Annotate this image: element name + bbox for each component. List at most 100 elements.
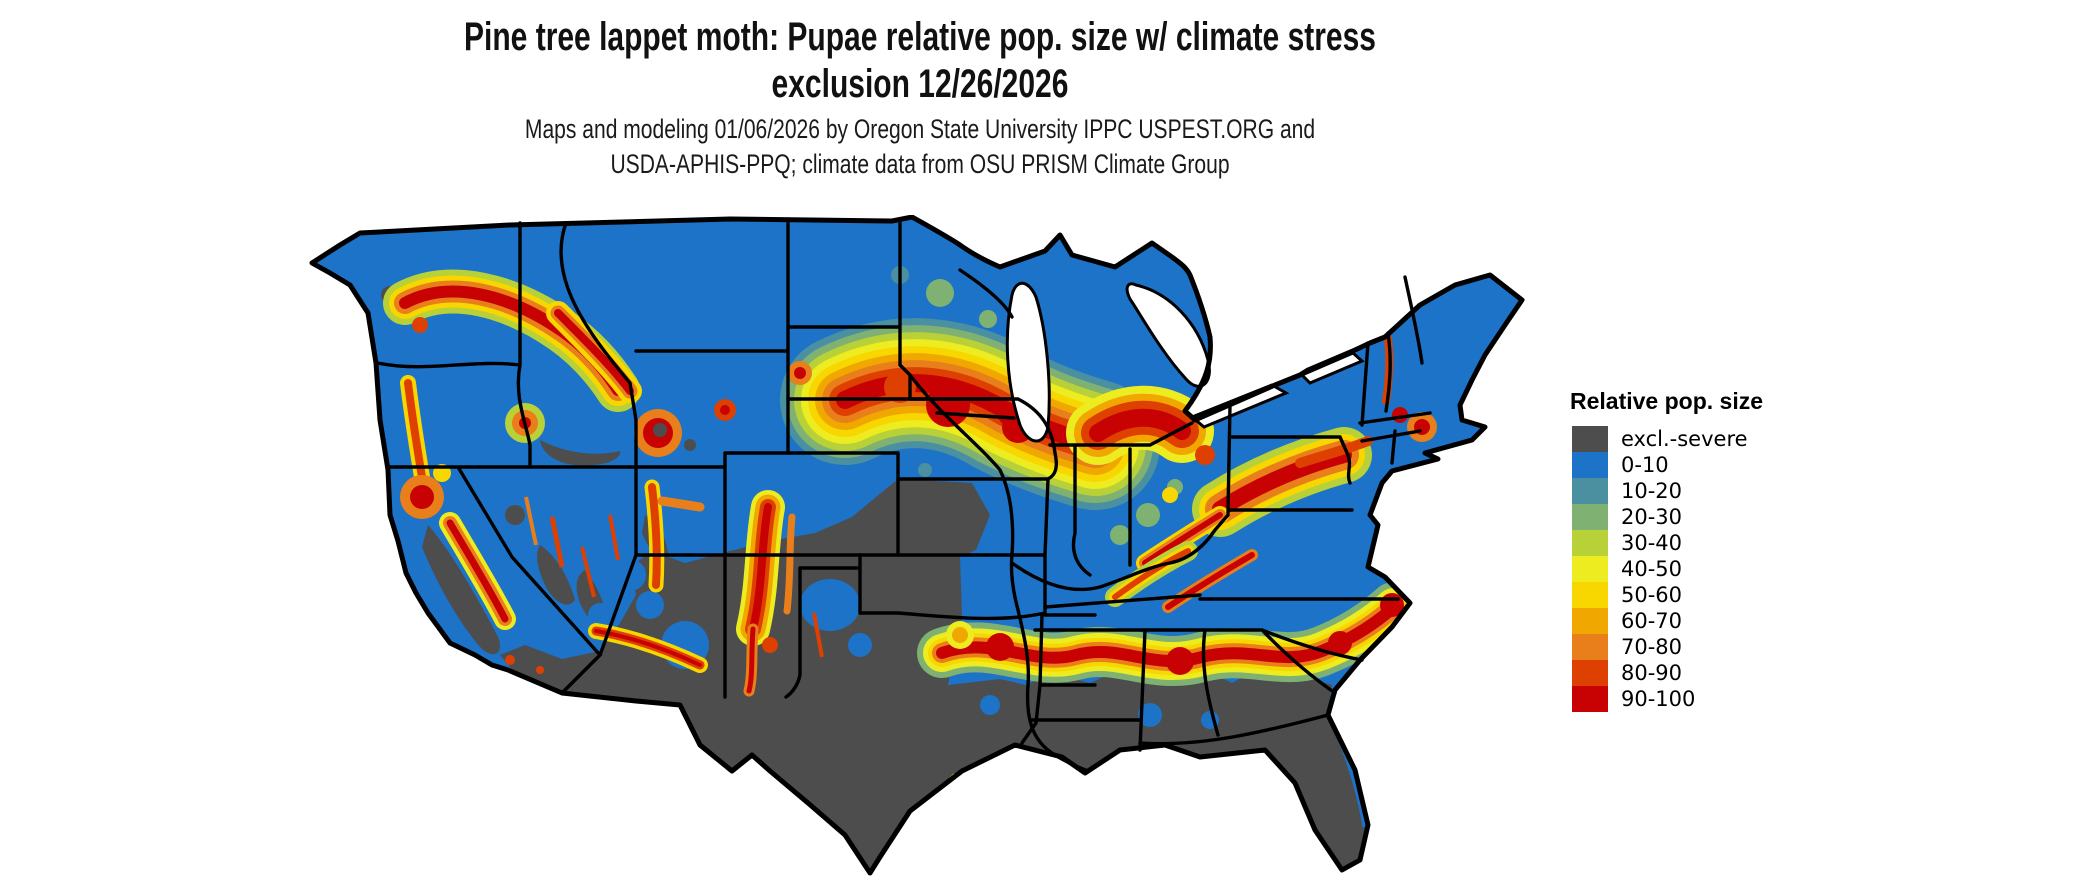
legend-label: 10-20 [1621, 479, 1683, 503]
map-raster-patch [980, 695, 1000, 715]
map-raster-patch [1162, 487, 1178, 503]
map-raster-patch [800, 579, 860, 631]
map-raster-patch [537, 545, 575, 605]
legend-item: 10-20 [1572, 478, 1763, 504]
exclusion-region-southeast [948, 665, 1368, 870]
map-subtitle-line-2: USDA-APHIS-PPQ; climate data from OSU PR… [610, 149, 1230, 179]
map-raster-patch [1142, 512, 1223, 566]
exclusion-region-southwest [500, 479, 990, 873]
us-outline [309, 214, 1525, 876]
legend-label: 50-60 [1621, 583, 1683, 607]
lake-huron [1125, 282, 1211, 388]
map-raster-patch [812, 612, 824, 658]
legend-label: 70-80 [1621, 635, 1683, 659]
hot-band-california [400, 464, 544, 674]
map-raster-patch [918, 463, 932, 477]
map-raster-patch [412, 317, 428, 333]
hot-band-northwest [383, 269, 642, 485]
map-raster-patch [926, 383, 970, 427]
map-raster-patch [505, 505, 525, 525]
map-raster-patch [749, 503, 772, 633]
title-block: Pine tree lappet moth: Pupae relative po… [0, 14, 1840, 108]
map-subtitle-line-1: Maps and modeling 01/06/2026 by Oregon S… [524, 114, 1316, 144]
map-raster-patch [1089, 408, 1191, 442]
map-raster-patch [762, 637, 778, 653]
map-raster-patch [926, 279, 954, 307]
legend-swatch [1572, 504, 1608, 530]
legend-item: 30-40 [1572, 530, 1763, 556]
legend-label: 20-30 [1621, 505, 1683, 529]
map-raster-patch [1136, 503, 1160, 527]
hot-band-michigan [1066, 385, 1215, 465]
map-area [300, 214, 1545, 885]
map-subtitle: Maps and modeling 01/06/2026 by Oregon S… [202, 112, 1637, 182]
map-raster-patch [746, 626, 756, 694]
map-raster-patch [410, 485, 434, 509]
legend-item: 40-50 [1572, 556, 1763, 582]
legend-label: 90-100 [1621, 687, 1696, 711]
legend-item: 80-90 [1572, 660, 1763, 686]
legend-swatch [1572, 660, 1608, 686]
legend-label: 30-40 [1621, 531, 1683, 555]
map-raster-patch [684, 439, 696, 451]
legend-label: 40-50 [1621, 557, 1683, 581]
map-raster-patch [549, 516, 565, 568]
map-raster-patch [1112, 548, 1191, 600]
legend-swatch [1572, 634, 1608, 660]
map-raster-patch [524, 496, 538, 546]
map-raster-patch [422, 525, 501, 655]
map-raster-patch [783, 513, 796, 615]
map-raster-patch [794, 367, 806, 379]
legend-item: excl.-severe [1572, 426, 1763, 452]
map-raster-patch [1328, 631, 1352, 655]
hot-ridges-interior-west [524, 361, 824, 697]
map-raster-patch [536, 666, 544, 674]
legend-swatch [1572, 608, 1608, 634]
map-raster-patch [884, 371, 916, 403]
map-raster-patch [653, 423, 667, 437]
map-raster-patch [720, 405, 730, 415]
legend-swatch [1572, 556, 1608, 582]
legend-label: 0-10 [1621, 453, 1669, 477]
map-title: Pine tree lappet moth: Pupae relative po… [230, 14, 1610, 108]
legend-item: 70-80 [1572, 634, 1763, 660]
hot-band-great-plains [780, 318, 1160, 510]
map-raster-patch [608, 514, 620, 561]
state-borders-west [376, 221, 900, 699]
us-conus-map [309, 214, 1525, 876]
legend-swatch [1572, 530, 1608, 556]
state-borders-midwest-east [908, 268, 1400, 752]
map-raster-patch [580, 546, 596, 598]
legend-swatch [1572, 478, 1608, 504]
map-raster-patch [1110, 525, 1130, 545]
map-raster-patch [540, 440, 621, 466]
legend-item: 50-60 [1572, 582, 1763, 608]
map-title-line-2: exclusion 12/26/2026 [771, 62, 1069, 106]
map-raster-patch [1165, 552, 1255, 610]
map-raster-patch [1212, 447, 1352, 517]
hot-band-appalachia [1105, 335, 1437, 613]
legend-item: 60-70 [1572, 608, 1763, 634]
map-raster-patch [848, 633, 872, 657]
map-raster-patch [1138, 703, 1162, 727]
map-title-line-1: Pine tree lappet moth: Pupae relative po… [464, 15, 1376, 59]
map-raster-patch [554, 309, 634, 395]
state-borders-plains [784, 221, 1097, 745]
map-raster-patch [1295, 436, 1373, 468]
map-legend: Relative pop. size excl.-severe 0-10 10-… [1570, 388, 1763, 712]
legend-swatch [1572, 426, 1608, 452]
legend-item: 90-100 [1572, 686, 1763, 712]
legend-item: 20-30 [1572, 504, 1763, 530]
map-raster-patch [986, 633, 1014, 661]
map-raster-patch [588, 603, 612, 627]
legend-label: 60-70 [1621, 609, 1683, 633]
map-raster-patch [657, 496, 705, 512]
legend-swatch [1572, 582, 1608, 608]
state-borders-northeast [1358, 275, 1432, 465]
map-raster-patch [979, 310, 997, 328]
legend-label: excl.-severe [1621, 427, 1748, 451]
map-raster-patch [952, 627, 968, 643]
legend-label: 80-90 [1621, 661, 1683, 685]
map-raster-patch [1195, 445, 1215, 465]
